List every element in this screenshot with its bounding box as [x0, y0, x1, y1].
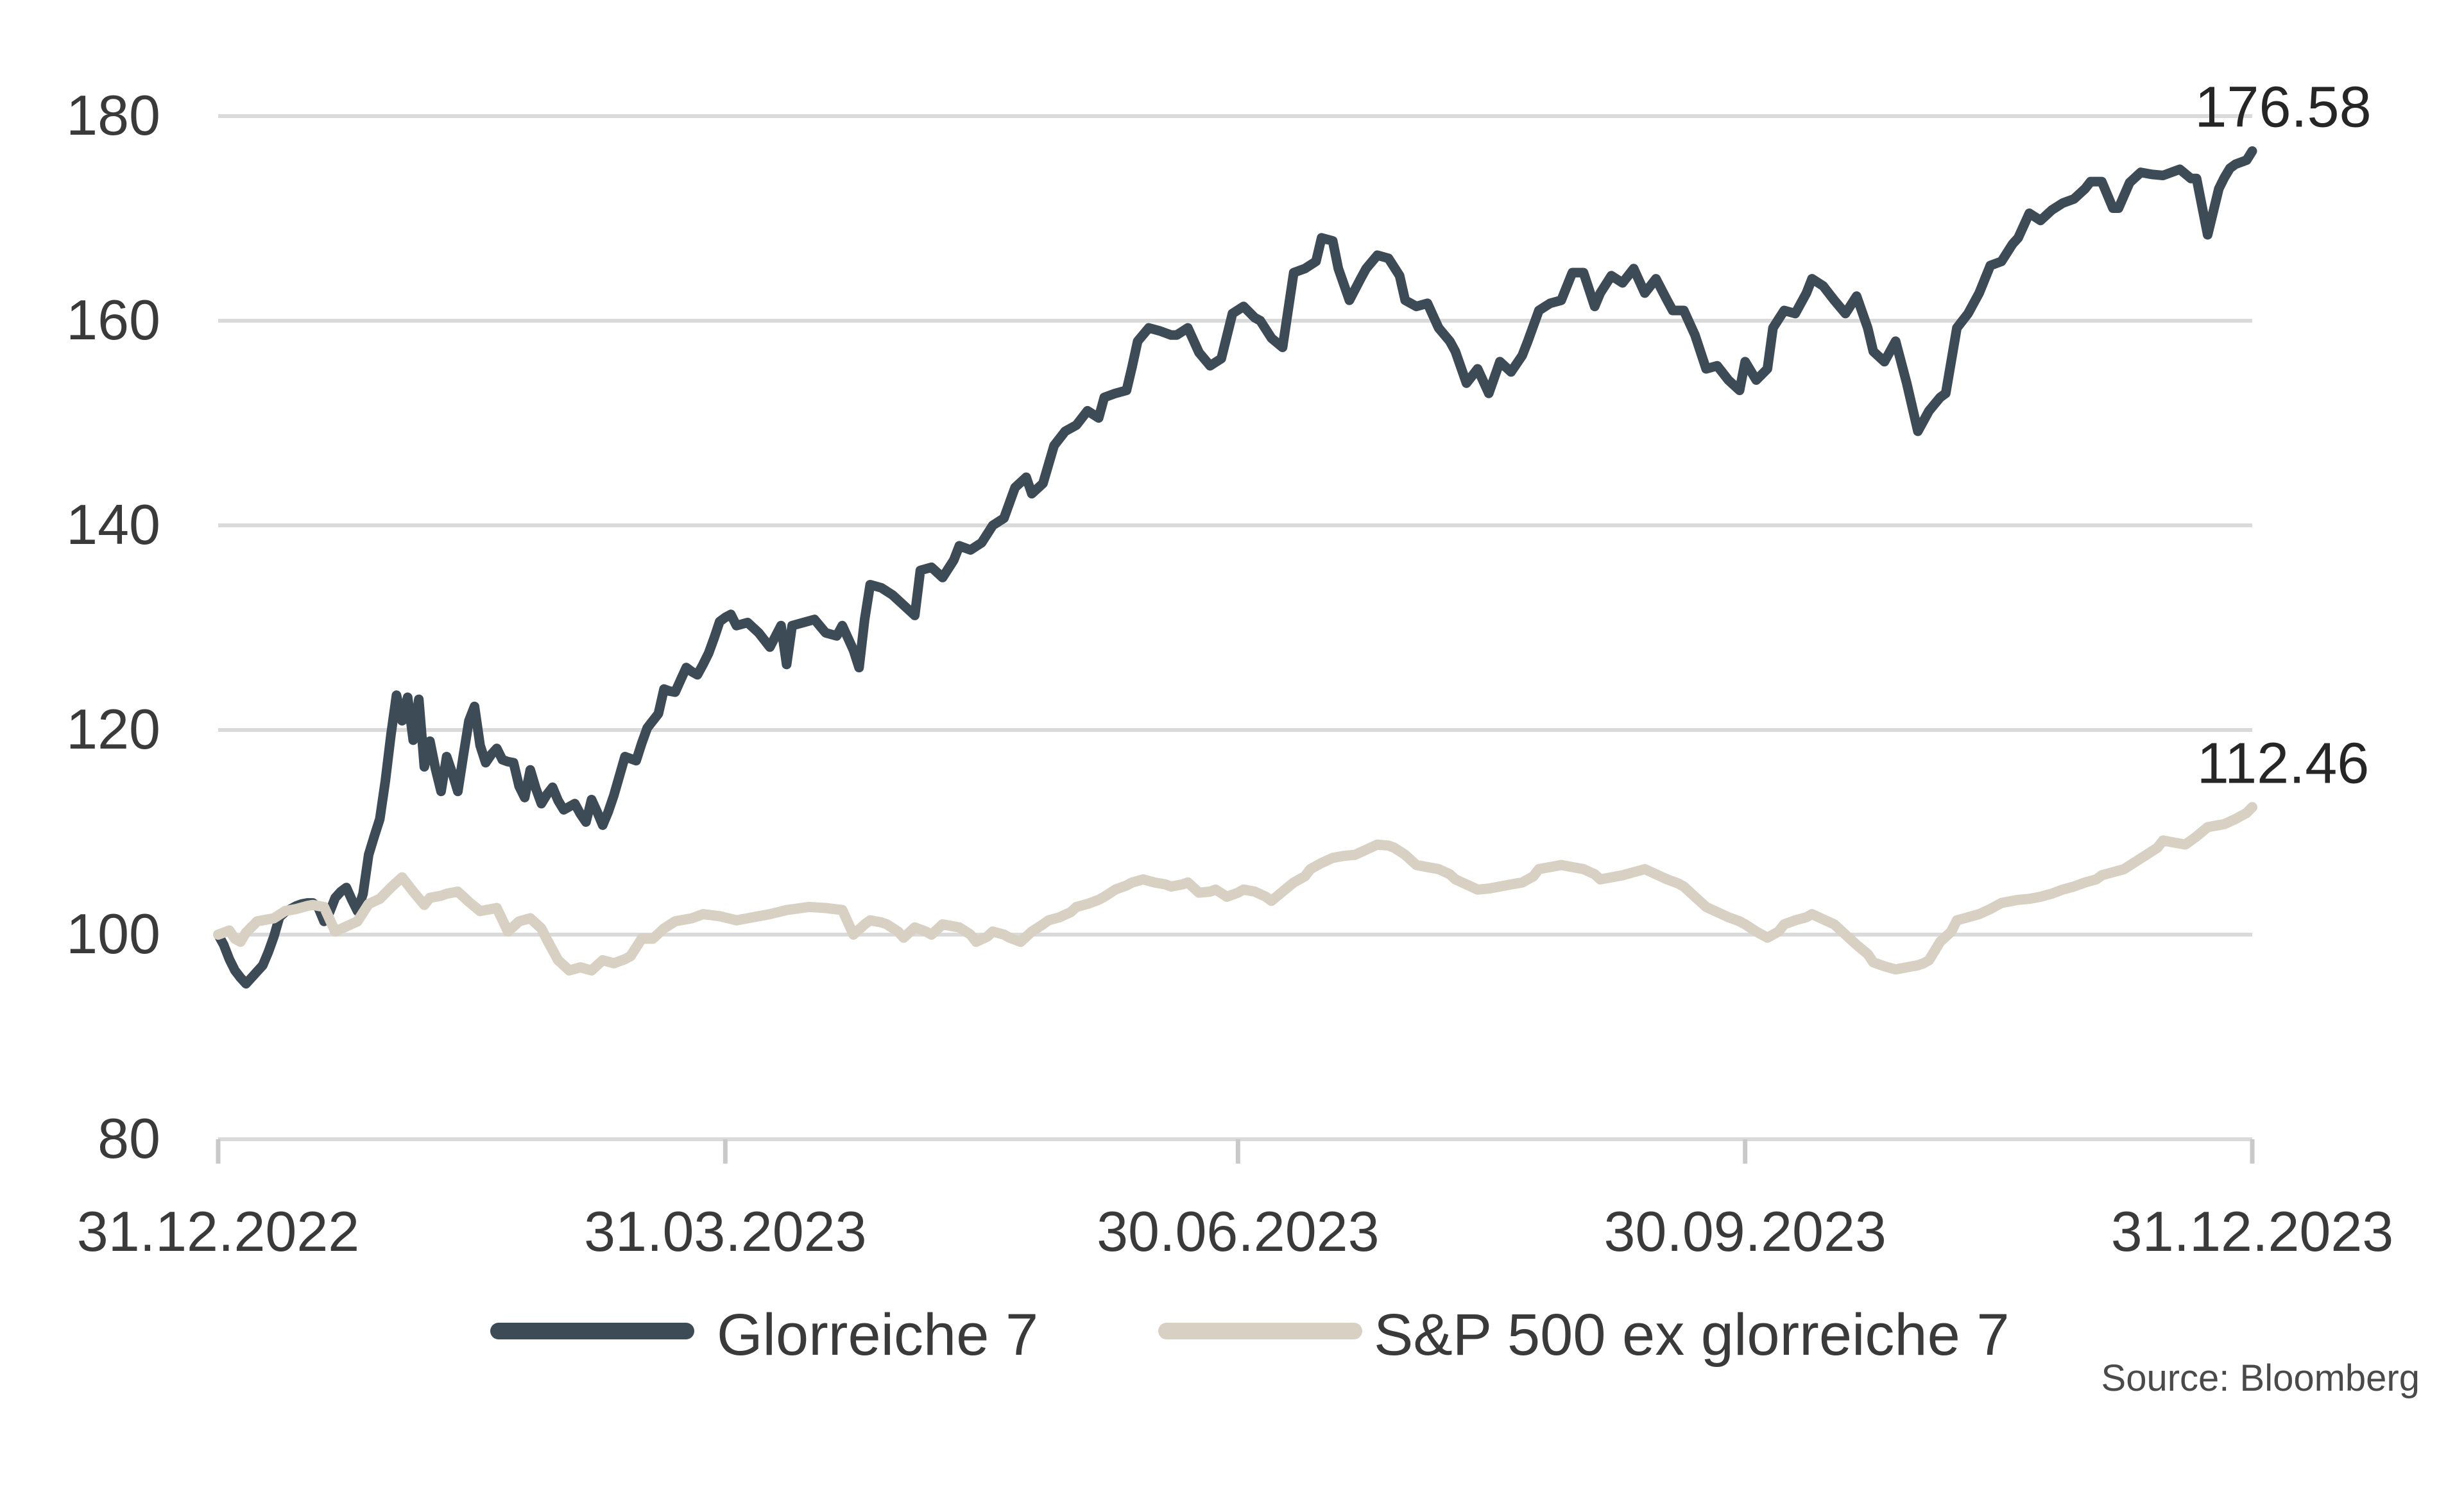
gridlines: [218, 114, 2252, 1141]
end-value-label-s-p-500-ex-glorreiche-7: 112.46: [2197, 731, 2370, 795]
legend-swatch-glorreiche-7: [490, 1323, 694, 1339]
y-tick-label-160: 160: [66, 288, 160, 352]
x-axis-ticks: [216, 1139, 2255, 1164]
end-value-label-glorreiche-7: 176.58: [2194, 76, 2371, 140]
y-tick-label-120: 120: [66, 697, 160, 761]
y-tick-label-180: 180: [66, 83, 160, 147]
legend-label-glorreiche-7: Glorreiche 7: [717, 1302, 1038, 1368]
x-tick-label-31-12-2022: 31.12.2022: [77, 1200, 359, 1263]
legend: Glorreiche 7 S&P 500 ex glorreiche 7 Sou…: [490, 1302, 2420, 1399]
x-axis-labels: 31.12.2022 31.03.2023 30.06.2023 30.09.2023…: [77, 1200, 2393, 1263]
x-tick-label-30-09-2023: 30.09.2023: [1604, 1200, 1886, 1263]
legend-swatch-sp500-ex-glorreiche-7: [1158, 1323, 1362, 1339]
x-tick-label-30-06-2023: 30.06.2023: [1097, 1200, 1379, 1263]
series-lines: [213, 146, 2257, 989]
y-axis-labels: 80 100 120 140 160 180: [66, 83, 160, 1170]
series-line-glorreiche-7: [213, 146, 2257, 989]
series-line-s-p-500-ex-glorreiche-7: [213, 802, 2257, 976]
y-tick-label-80: 80: [98, 1107, 160, 1170]
x-tick-label-31-03-2023: 31.03.2023: [584, 1200, 866, 1263]
y-tick-label-140: 140: [66, 493, 160, 556]
source-label: Source: Bloomberg: [2101, 1357, 2420, 1399]
legend-label-sp500-ex-glorreiche-7: S&P 500 ex glorreiche 7: [1374, 1302, 2009, 1368]
x-tick-label-31-12-2023: 31.12.2023: [2111, 1200, 2393, 1263]
end-value-labels: 176.58 112.46: [2194, 76, 2371, 796]
y-tick-label-100: 100: [66, 902, 160, 965]
